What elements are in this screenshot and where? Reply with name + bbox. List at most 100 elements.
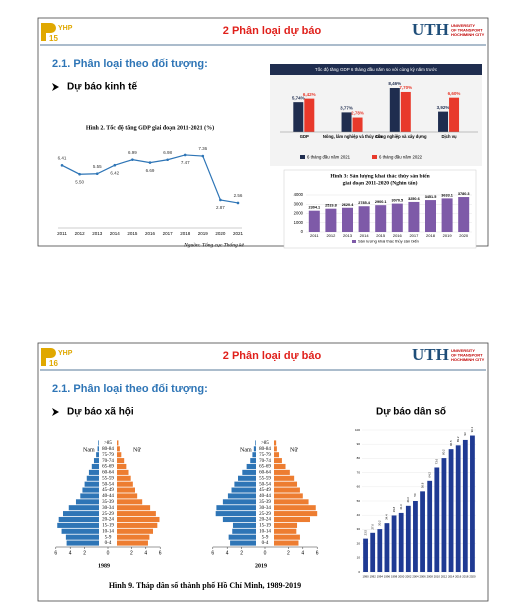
bar-male	[58, 516, 99, 523]
age-label: 20-24	[259, 518, 271, 523]
chart-title: Hình 3: Sản lượng khai thác thủy sản biể…	[330, 172, 429, 179]
year-label: 2019	[255, 563, 267, 569]
bar-female	[274, 511, 318, 517]
bar-male	[216, 505, 256, 511]
data-label: 2,78%	[351, 111, 364, 116]
chart-title: giai đoạn 2011-2020 (Nghìn tấn)	[343, 179, 418, 186]
age-label: 50-54	[259, 482, 271, 487]
age-label: 40-44	[102, 494, 114, 499]
x-tick-label: 1998	[391, 575, 398, 579]
bar	[304, 98, 315, 132]
x-tick-label: 2020	[469, 575, 476, 579]
x-tick-label: 1992	[370, 575, 377, 579]
legend-label: 6 tháng đầu năm 2022	[379, 155, 423, 160]
bar-male	[255, 440, 256, 446]
y-tick-label: 100	[355, 428, 360, 432]
x-tick-label: 2019	[198, 231, 209, 236]
y-tick-label: 0	[358, 570, 360, 574]
data-label: 73.6	[435, 458, 439, 464]
data-label: 3451.5	[425, 195, 437, 199]
bar	[308, 210, 320, 232]
brand: UTH	[412, 20, 449, 39]
bar-female	[117, 458, 125, 464]
point	[148, 161, 152, 164]
brand-sub: UNIVERSITY	[451, 348, 475, 353]
bar	[449, 97, 460, 132]
bar-male	[86, 475, 99, 481]
x-tick-label: 2018	[180, 231, 191, 236]
bar	[325, 208, 337, 232]
page-number: 16	[49, 359, 58, 368]
x-tick-label: 2016	[455, 575, 462, 579]
bar-female	[117, 469, 129, 475]
point	[78, 172, 81, 176]
bar-female	[117, 487, 135, 493]
bar-female	[274, 528, 297, 534]
slide-frame	[37, 342, 489, 602]
x-tick-label: 2014	[448, 575, 455, 579]
bar	[458, 197, 470, 232]
bar-female	[117, 440, 119, 446]
bar-female	[274, 487, 300, 493]
bar	[391, 515, 397, 572]
bar	[370, 532, 376, 572]
bar-female	[274, 516, 310, 523]
x-tick-label: Công nghiệp và xây dựng	[375, 134, 427, 139]
bar-female	[274, 469, 290, 475]
bar	[470, 435, 475, 572]
data-label: 6.98	[163, 150, 172, 155]
bar-female	[274, 534, 300, 540]
bar	[425, 200, 436, 232]
x-tick-label: 6	[159, 550, 162, 556]
bar-male	[253, 446, 256, 452]
y-tick-label: 30	[357, 527, 361, 531]
data-label: 2.87	[216, 205, 225, 210]
x-tick-label: 2006	[419, 575, 426, 579]
age-label: 80-84	[102, 447, 114, 452]
x-tick-label: 2020	[459, 233, 469, 238]
bar-male	[222, 499, 256, 505]
slide-title: 2 Phân loại dự báo	[223, 25, 322, 37]
bar	[341, 112, 352, 132]
data-label: 89.2	[456, 436, 460, 442]
bar-female	[274, 481, 298, 487]
data-label: 27.6	[370, 524, 374, 530]
bar	[352, 117, 363, 132]
x-tick-label: 2013	[92, 231, 103, 236]
bar-female	[274, 463, 286, 470]
bar-male	[75, 499, 99, 505]
point	[131, 158, 134, 161]
x-tick-label: 2018	[462, 575, 469, 579]
age-label: 5-9	[105, 535, 112, 540]
bar-male	[61, 528, 99, 534]
bar-male	[230, 540, 256, 546]
bar-female	[274, 499, 309, 505]
female-label: Nữ	[133, 447, 141, 453]
slide-frame	[37, 17, 489, 247]
logo-icon	[41, 23, 56, 41]
data-label: 50	[413, 493, 417, 497]
bar-female	[274, 458, 282, 464]
age-label: 55-59	[102, 476, 114, 481]
age-label: 75-79	[102, 453, 114, 458]
section-heading: 2.1. Phân loại theo đối tượng:	[52, 383, 208, 395]
bar	[342, 207, 353, 232]
bar-female	[117, 481, 133, 487]
bar-male	[88, 469, 99, 475]
y-tick-label: 10	[357, 556, 361, 560]
chart-title: Tốc độ tăng GDP 6 tháng đầu năm so với c…	[315, 67, 438, 72]
y-tick-label: 0	[301, 229, 304, 234]
y-tick-label: 80	[357, 456, 361, 460]
age-label: >85	[104, 441, 112, 446]
bar-male	[246, 463, 256, 470]
legend-swatch	[300, 155, 305, 159]
bar	[408, 201, 420, 232]
data-label: 6.69	[146, 168, 155, 173]
x-tick-label: 2012	[441, 575, 448, 579]
bar-female	[274, 522, 298, 528]
bar-male	[242, 469, 256, 475]
bar	[391, 203, 403, 232]
bar-female	[117, 475, 131, 481]
point	[113, 163, 117, 167]
source: Nguồn: Tổng cục Thống kê	[183, 241, 244, 248]
